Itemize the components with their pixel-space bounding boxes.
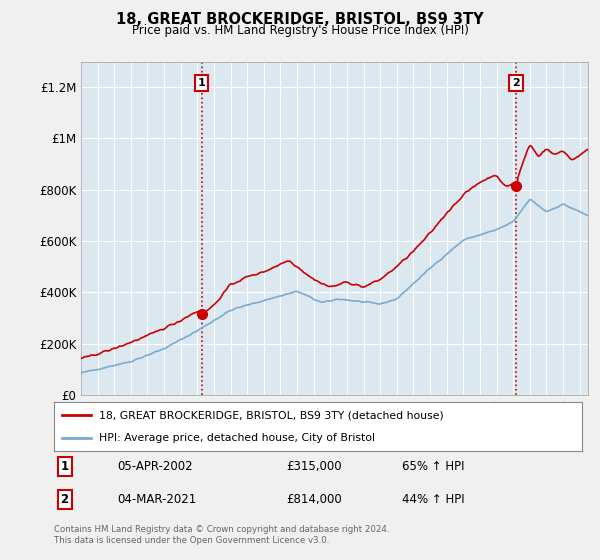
Text: £814,000: £814,000 [286,493,342,506]
Text: 2: 2 [512,78,520,88]
Text: 18, GREAT BROCKERIDGE, BRISTOL, BS9 3TY: 18, GREAT BROCKERIDGE, BRISTOL, BS9 3TY [116,12,484,27]
Text: 44% ↑ HPI: 44% ↑ HPI [403,493,465,506]
Text: Price paid vs. HM Land Registry's House Price Index (HPI): Price paid vs. HM Land Registry's House … [131,24,469,37]
Text: 04-MAR-2021: 04-MAR-2021 [118,493,197,506]
Text: 2: 2 [61,493,68,506]
Text: 1: 1 [197,78,205,88]
Text: 18, GREAT BROCKERIDGE, BRISTOL, BS9 3TY (detached house): 18, GREAT BROCKERIDGE, BRISTOL, BS9 3TY … [99,410,443,421]
Text: Contains HM Land Registry data © Crown copyright and database right 2024.
This d: Contains HM Land Registry data © Crown c… [54,525,389,545]
Text: HPI: Average price, detached house, City of Bristol: HPI: Average price, detached house, City… [99,433,375,444]
Text: 1: 1 [61,460,68,473]
Text: £315,000: £315,000 [286,460,342,473]
Text: 65% ↑ HPI: 65% ↑ HPI [403,460,465,473]
Text: 05-APR-2002: 05-APR-2002 [118,460,193,473]
